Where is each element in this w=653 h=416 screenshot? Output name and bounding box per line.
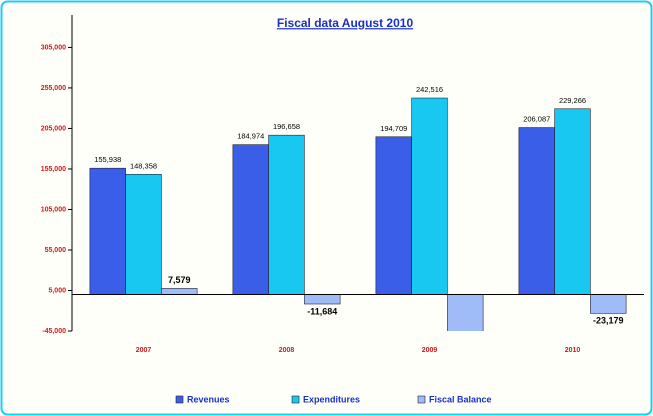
y-tick-label: 105,000 bbox=[41, 206, 66, 213]
bar bbox=[161, 288, 198, 295]
data-label: -23,179 bbox=[593, 316, 624, 326]
y-tick-label: 255,000 bbox=[41, 85, 66, 92]
bar bbox=[89, 167, 126, 295]
data-label: 184,974 bbox=[237, 132, 264, 141]
x-tick-label: 2007 bbox=[136, 347, 152, 354]
y-tick-label: 55,000 bbox=[45, 247, 67, 254]
plot-area bbox=[89, 97, 627, 331]
y-tick-label: -45,000 bbox=[42, 328, 66, 335]
legend-label: Revenues bbox=[187, 394, 230, 404]
bar bbox=[232, 144, 269, 295]
bar bbox=[411, 97, 448, 295]
data-label: 196,658 bbox=[273, 122, 300, 131]
data-label: 229,266 bbox=[559, 96, 586, 105]
y-tick-label: 305,000 bbox=[41, 44, 66, 51]
data-label: 7,579 bbox=[168, 275, 191, 285]
bar bbox=[447, 294, 484, 331]
legend-label: Expenditures bbox=[303, 394, 360, 404]
legend-swatch bbox=[175, 395, 184, 404]
bar bbox=[518, 127, 555, 295]
legend-swatch bbox=[417, 395, 426, 404]
data-label: 194,709 bbox=[380, 124, 407, 133]
bar bbox=[268, 134, 305, 295]
bar bbox=[304, 294, 341, 305]
x-tick-label: 2010 bbox=[565, 347, 581, 354]
legend-label: Fiscal Balance bbox=[429, 394, 492, 404]
y-tick-label: 205,000 bbox=[41, 125, 66, 132]
data-label: 148,358 bbox=[130, 161, 157, 170]
bar bbox=[375, 136, 412, 295]
data-label: 155,938 bbox=[94, 155, 121, 164]
legend-swatch bbox=[291, 395, 300, 404]
data-label: -11,684 bbox=[307, 306, 337, 316]
bar bbox=[125, 174, 162, 295]
x-tick-label: 2009 bbox=[422, 347, 438, 354]
y-tick-label: 155,000 bbox=[41, 166, 66, 173]
data-label: 242,516 bbox=[416, 85, 443, 94]
bar bbox=[554, 108, 591, 295]
y-tick-label: 5,000 bbox=[48, 287, 66, 294]
x-tick-label: 2008 bbox=[279, 347, 295, 354]
chart-title: Fiscal data August 2010 bbox=[277, 16, 414, 30]
data-label: 206,087 bbox=[523, 115, 550, 124]
bar bbox=[590, 294, 627, 314]
